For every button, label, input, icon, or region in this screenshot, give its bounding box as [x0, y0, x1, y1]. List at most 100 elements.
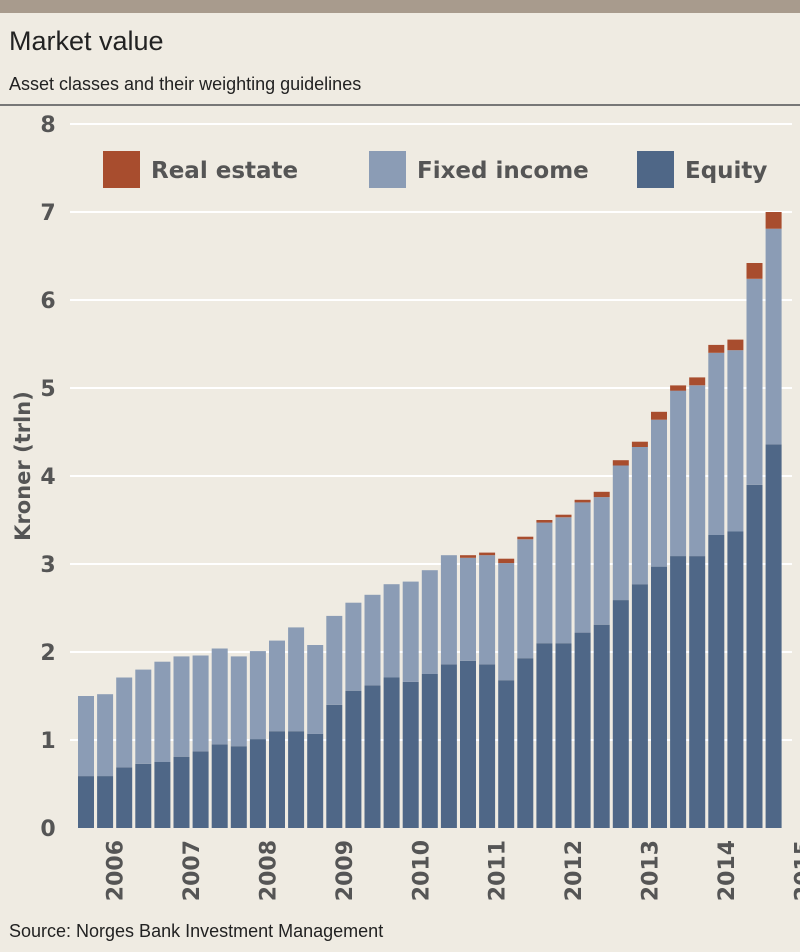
chart-subtitle: Asset classes and their weighting guidel…: [9, 74, 362, 94]
bar-equity: [593, 624, 610, 828]
bar-fixed-income: [421, 570, 438, 674]
y-tick-labels: 0 1 2 3 4 5 6 7 8: [40, 113, 55, 842]
bar-equity: [421, 674, 438, 828]
bar-equity: [249, 739, 266, 828]
bar-fixed-income: [670, 390, 687, 556]
bar-real-estate: [612, 460, 629, 466]
bar-fixed-income: [746, 278, 763, 485]
bar-real-estate: [765, 212, 782, 229]
bar-equity: [211, 744, 228, 828]
legend-swatch: [103, 151, 140, 188]
bar-fixed-income: [555, 517, 572, 644]
bar-equity: [689, 556, 706, 828]
bar-equity: [173, 756, 190, 828]
bar-equity: [269, 731, 285, 828]
bar-fixed-income: [689, 385, 706, 557]
legend-label: Real estate: [151, 158, 298, 184]
bar-fixed-income: [440, 555, 457, 665]
bar-fixed-income: [269, 640, 285, 732]
bar-equity: [364, 685, 381, 828]
legend-label: Fixed income: [417, 158, 589, 184]
bar-fixed-income: [173, 656, 190, 757]
y-tick-label: 5: [40, 377, 55, 402]
source-note: Source: Norges Bank Investment Managemen…: [9, 921, 384, 941]
bar-fixed-income: [460, 557, 476, 661]
bar-fixed-income: [135, 669, 152, 764]
y-tick-label: 8: [40, 113, 55, 138]
x-year-label: 2010: [409, 840, 434, 901]
bar-equity: [154, 762, 171, 828]
bar-fixed-income: [517, 539, 534, 659]
x-year-label: 2011: [486, 840, 511, 901]
bar-fixed-income: [765, 228, 782, 445]
legend-swatch: [637, 151, 674, 188]
x-year-label: 2013: [639, 840, 664, 901]
legend-swatch: [369, 151, 406, 188]
bar-equity: [574, 632, 591, 828]
bar-fixed-income: [612, 465, 629, 600]
x-year-labels: 2006 2007 2008 2009 2010 2011 2012 2013 2014 2015: [104, 840, 800, 901]
bar-real-estate: [593, 491, 610, 498]
bar-equity: [765, 444, 782, 828]
x-year-label: 2014: [715, 840, 740, 901]
bar-fixed-income: [78, 696, 94, 777]
x-year-label: 2009: [333, 840, 358, 901]
bar-fixed-income: [574, 502, 591, 633]
bar-equity: [78, 776, 94, 828]
bar-equity: [498, 680, 515, 828]
bar-fixed-income: [383, 584, 400, 678]
bar-fixed-income: [288, 627, 305, 732]
y-tick-label: 6: [40, 289, 55, 314]
bar-real-estate: [536, 520, 553, 523]
y-tick-label: 0: [40, 817, 55, 842]
bar-fixed-income: [593, 497, 610, 625]
legend: Real estate Fixed income Equity: [103, 151, 767, 188]
x-year-label: 2008: [257, 840, 282, 901]
bar-real-estate: [670, 385, 687, 391]
bar-fixed-income: [97, 694, 114, 776]
y-tick-label: 2: [40, 641, 55, 666]
bar-fixed-income: [249, 651, 266, 740]
bar-equity: [135, 763, 152, 828]
bar-fixed-income: [727, 350, 744, 532]
bar-equity: [326, 704, 343, 828]
bar-fixed-income: [211, 648, 228, 745]
bar-real-estate: [574, 499, 591, 503]
bar-fixed-income: [479, 555, 496, 665]
bar-fixed-income: [536, 522, 553, 644]
bar-fixed-income: [307, 645, 324, 734]
bar-series: [78, 212, 782, 828]
bar-equity: [116, 767, 133, 828]
bar-equity: [555, 643, 572, 828]
bar-fixed-income: [498, 563, 515, 681]
y-tick-label: 3: [40, 553, 55, 578]
bar-fixed-income: [326, 615, 343, 705]
bar-real-estate: [651, 411, 667, 420]
bar-equity: [708, 535, 725, 828]
bar-real-estate: [631, 441, 648, 447]
bar-equity: [383, 677, 400, 828]
bar-equity: [230, 746, 247, 828]
bar-equity: [440, 664, 457, 828]
bar-real-estate: [727, 339, 744, 351]
bar-equity: [517, 658, 534, 828]
bar-equity: [345, 690, 362, 828]
x-year-label: 2012: [562, 840, 587, 901]
bar-real-estate: [555, 514, 572, 518]
legend-label: Equity: [685, 158, 767, 184]
bar-real-estate: [746, 263, 763, 279]
y-tick-label: 4: [40, 465, 55, 490]
bar-fixed-income: [364, 594, 381, 686]
bar-real-estate: [689, 377, 706, 386]
bar-fixed-income: [708, 352, 725, 535]
y-axis-label: Kroner (trln): [11, 391, 35, 541]
bar-equity: [536, 643, 553, 828]
bar-equity: [288, 731, 305, 828]
bar-equity: [97, 776, 114, 828]
y-tick-label: 7: [40, 201, 55, 226]
bar-fixed-income: [116, 677, 133, 768]
bar-fixed-income: [230, 656, 247, 747]
bar-equity: [402, 681, 419, 828]
x-year-label: 2007: [180, 840, 205, 901]
